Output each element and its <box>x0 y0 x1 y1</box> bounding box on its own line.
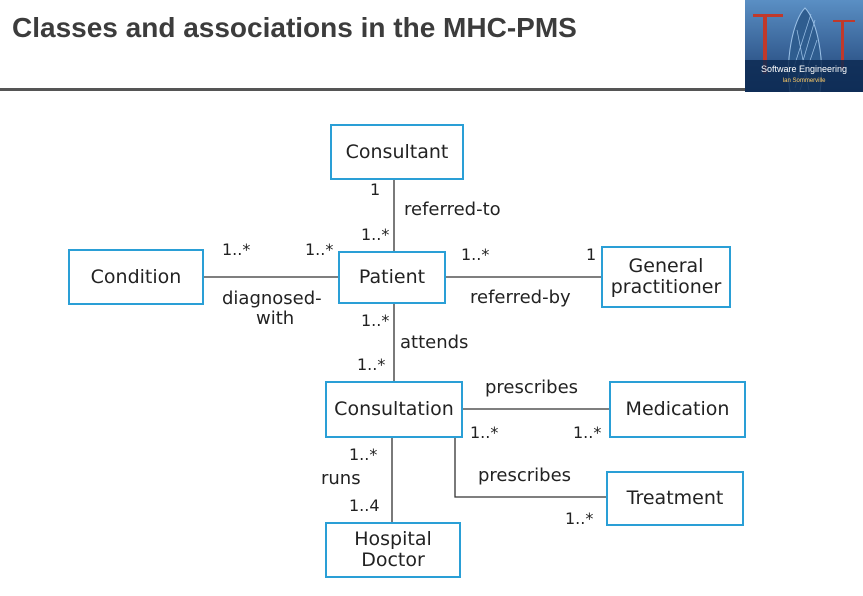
assoc-prescribes-treatment: prescribes <box>478 465 572 486</box>
book-cover-logo: Software Engineering Ian Sommerville <box>745 0 863 92</box>
mult-doctor-end: 1..4 <box>349 496 380 515</box>
mult-consultant-end: 1 <box>370 180 381 199</box>
mult-patient-left: 1..* <box>305 240 334 259</box>
mult-treatment-end: 1..* <box>565 509 594 528</box>
mult-medication-end: 1..* <box>573 423 602 442</box>
line-consultation-treatment <box>454 438 606 498</box>
skyline-image <box>745 0 863 92</box>
assoc-diagnosed-with-line1: diagnosed- <box>222 288 322 309</box>
assoc-attends: attends <box>400 332 469 353</box>
doctor-label-line2: Doctor <box>361 549 425 571</box>
mult-consultation-bottom: 1..* <box>349 445 378 464</box>
class-patient: Patient <box>338 251 446 304</box>
mult-patient-bottom: 1..* <box>361 311 390 330</box>
assoc-diagnosed-with-line2: with <box>256 308 295 329</box>
mult-consultation-top: 1..* <box>357 355 386 374</box>
gp-label-line2: practitioner <box>610 276 722 298</box>
assoc-runs: runs <box>321 468 361 489</box>
title-divider <box>0 88 745 91</box>
class-general-practitioner: General practitioner <box>601 246 731 308</box>
mult-patient-top: 1..* <box>361 225 390 244</box>
logo-text: Software Engineering <box>760 64 848 74</box>
mult-consultation-medication: 1..* <box>470 423 499 442</box>
mult-gp-end: 1 <box>586 245 597 264</box>
mult-patient-right: 1..* <box>461 245 490 264</box>
page-title: Classes and associations in the MHC-PMS <box>12 12 577 43</box>
class-consultant: Consultant <box>330 124 464 180</box>
mult-condition-end: 1..* <box>222 240 251 259</box>
assoc-referred-by: referred-by <box>470 287 571 308</box>
class-treatment: Treatment <box>606 471 744 526</box>
class-hospital-doctor: Hospital Doctor <box>325 522 461 578</box>
class-condition: Condition <box>68 249 204 305</box>
assoc-referred-to: referred-to <box>404 199 501 220</box>
assoc-prescribes-medication: prescribes <box>485 377 579 398</box>
logo-author: Ian Sommerville <box>782 78 826 84</box>
gp-label-line1: General <box>628 255 704 277</box>
class-consultation: Consultation <box>325 381 463 438</box>
doctor-label-line1: Hospital <box>354 528 432 550</box>
class-medication: Medication <box>609 381 746 438</box>
